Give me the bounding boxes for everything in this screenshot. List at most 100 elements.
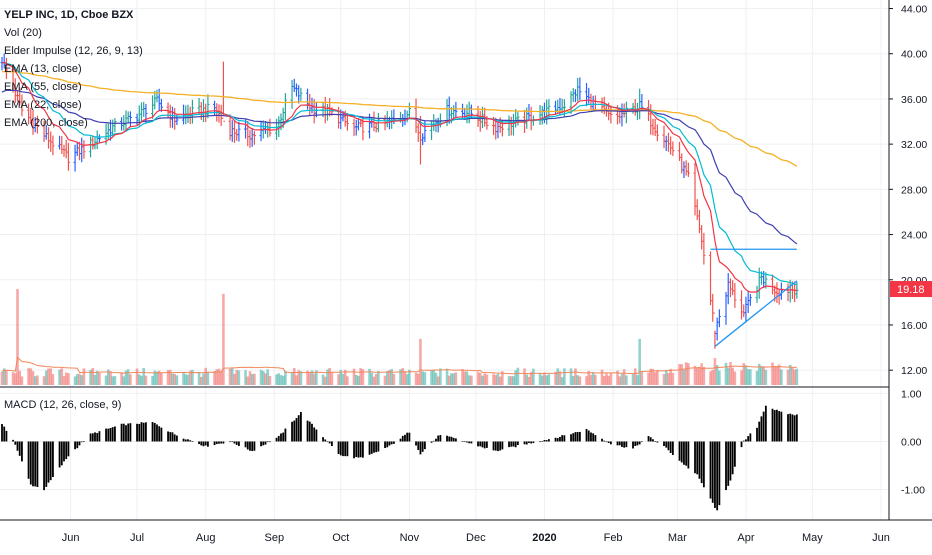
volume-bar xyxy=(253,373,256,385)
macd-bar xyxy=(649,437,652,442)
macd-bar xyxy=(618,441,621,446)
volume-bar xyxy=(11,372,15,385)
ema13-line xyxy=(2,62,797,293)
macd-bar xyxy=(559,436,561,442)
volume-ma-line xyxy=(1,356,797,375)
volume-bar xyxy=(631,374,635,385)
volume-bar xyxy=(713,358,717,385)
volume-bar xyxy=(656,370,659,385)
macd-bar xyxy=(249,441,251,451)
time-tick-label: May xyxy=(802,532,823,544)
volume-bar xyxy=(157,370,161,385)
volume-bar xyxy=(244,370,247,385)
volume-bar xyxy=(111,376,115,385)
volume-bar xyxy=(135,368,139,385)
volume-bar xyxy=(266,369,269,385)
macd-bar xyxy=(16,441,19,451)
volume-bar xyxy=(82,368,86,385)
volume-bar xyxy=(587,370,591,385)
indicator-label-volume[interactable]: Vol (20) xyxy=(4,27,42,39)
volume-bar xyxy=(171,373,174,385)
volume-bar xyxy=(204,367,207,385)
volume-bar xyxy=(618,376,622,385)
macd-bar xyxy=(114,426,116,442)
indicator-label-ema22[interactable]: EMA (22, close) xyxy=(4,99,82,111)
macd-bar xyxy=(494,441,497,451)
macd-bar xyxy=(760,416,763,442)
volume-bar xyxy=(762,366,765,385)
volume-bar xyxy=(186,374,190,385)
volume-bar xyxy=(481,375,484,385)
volume-bar xyxy=(667,373,670,385)
volume-bar xyxy=(749,369,752,385)
macd-bar xyxy=(479,441,482,447)
volume-bar xyxy=(764,369,768,385)
macd-bar xyxy=(251,441,254,452)
volume-bar xyxy=(281,375,285,385)
price-tick-label: 28.00 xyxy=(901,184,927,196)
volume-bar xyxy=(51,374,55,385)
macd-tick-label: 0.00 xyxy=(901,436,922,448)
volume-bar xyxy=(250,373,254,385)
macd-bar xyxy=(368,441,371,455)
volume-bar xyxy=(607,375,610,385)
macd-bar xyxy=(96,433,99,442)
macd-bar xyxy=(27,441,30,479)
volume-bar xyxy=(354,374,358,385)
volume-bar xyxy=(67,373,70,385)
indicator-label-ema200[interactable]: EMA (200, close) xyxy=(4,117,88,129)
volume-bar xyxy=(791,367,794,385)
time-tick-label: Jul xyxy=(130,532,144,544)
volume-bar xyxy=(113,376,117,385)
volume-bar xyxy=(126,369,130,385)
macd-bar xyxy=(238,441,240,446)
volume-bar xyxy=(392,373,396,385)
volume-bar xyxy=(498,376,502,385)
macd-bar xyxy=(696,441,699,475)
macd-bar xyxy=(266,441,269,443)
volume-bar xyxy=(388,370,391,385)
macd-bar xyxy=(138,423,141,442)
volume-bar xyxy=(235,370,238,385)
macd-bar xyxy=(370,441,373,454)
volume-bar xyxy=(434,372,438,385)
volume-bar xyxy=(62,376,66,385)
macd-bar xyxy=(609,441,612,445)
macd-bar xyxy=(605,441,608,443)
volume-bar xyxy=(527,376,531,385)
volume-bar xyxy=(602,375,606,385)
macd-bar xyxy=(300,412,302,442)
macd-bar xyxy=(295,418,298,442)
macd-bar xyxy=(647,436,650,442)
indicator-label-ema55[interactable]: EMA (55, close) xyxy=(4,81,82,93)
macd-bar xyxy=(145,422,147,442)
volume-bar xyxy=(594,374,597,385)
volume-bar xyxy=(731,367,734,385)
macd-bar xyxy=(729,441,732,481)
volume-bar xyxy=(463,371,467,385)
macd-bar xyxy=(392,441,395,444)
indicator-label-ema13[interactable]: EMA (13, close) xyxy=(4,63,82,75)
volume-bar xyxy=(788,365,792,385)
macd-bar xyxy=(182,438,185,442)
macd-bar xyxy=(220,441,223,444)
macd-label[interactable]: MACD (12, 26, close, 9) xyxy=(4,399,122,411)
macd-bar xyxy=(435,438,437,442)
volume-bar xyxy=(616,370,619,385)
macd-bar xyxy=(592,433,595,442)
indicator-label-elder-impulse[interactable]: Elder Impulse (12, 26, 9, 13) xyxy=(4,45,143,57)
volume-bar xyxy=(746,369,750,385)
volume-bar xyxy=(80,375,84,385)
macd-bar xyxy=(3,426,6,442)
macd-bar xyxy=(328,441,331,444)
macd-bar xyxy=(29,441,32,485)
macd-bar xyxy=(485,441,488,448)
volume-bar xyxy=(556,368,560,385)
price-bars xyxy=(0,53,799,349)
volume-bar xyxy=(109,371,112,385)
macd-bar xyxy=(202,441,205,447)
volume-bar xyxy=(33,376,37,385)
volume-bar xyxy=(261,371,265,385)
